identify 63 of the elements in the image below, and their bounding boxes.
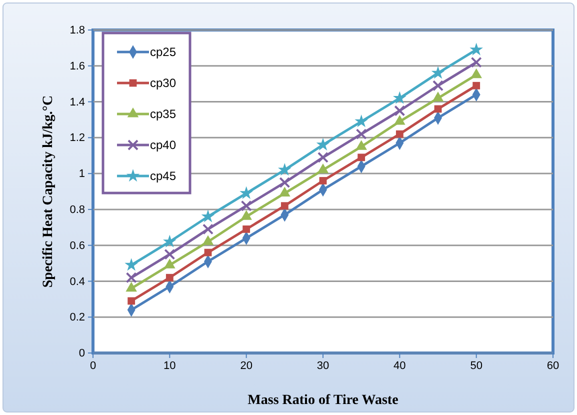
y-tick-label: 0.4	[70, 276, 85, 288]
point	[394, 115, 406, 125]
point	[358, 154, 366, 162]
y-tick-label: 1.4	[70, 96, 85, 108]
point	[164, 248, 176, 260]
point	[356, 128, 367, 140]
point	[202, 224, 214, 235]
x-axis-title: Mass Ratio of Tire Waste	[248, 393, 398, 408]
point	[166, 274, 174, 282]
y-tick-label: 1.2	[70, 132, 85, 144]
point	[432, 92, 444, 102]
point	[316, 138, 330, 151]
point	[164, 258, 176, 268]
legend-label: cp35	[150, 107, 176, 121]
point	[394, 105, 406, 116]
x-tick-label: 20	[240, 360, 252, 372]
legend-label: cp30	[150, 76, 176, 90]
point	[242, 225, 250, 233]
point	[279, 177, 290, 188]
y-tick-label: 1.8	[70, 24, 85, 37]
x-tick-label: 30	[316, 360, 330, 372]
point	[163, 234, 176, 248]
point	[126, 282, 137, 292]
point	[396, 130, 404, 138]
point	[126, 272, 137, 284]
x-tick-label: 0	[90, 360, 96, 372]
legend-label: cp25	[150, 45, 176, 59]
legend-label: cp40	[150, 138, 176, 152]
point	[356, 140, 367, 150]
point	[434, 105, 442, 113]
x-tick-label: 40	[394, 360, 406, 372]
x-tick-label: 60	[546, 360, 560, 372]
point	[393, 91, 406, 104]
point	[278, 162, 292, 176]
y-tick-label: 0.8	[70, 204, 85, 216]
point	[124, 258, 138, 271]
point	[317, 152, 329, 163]
y-tick-label: 0.2	[70, 312, 85, 324]
point	[431, 66, 445, 79]
point	[317, 163, 329, 174]
point	[354, 114, 368, 128]
point	[240, 186, 253, 199]
point	[280, 202, 288, 210]
y-tick-label: 0.6	[70, 240, 85, 252]
legend-label: cp45	[150, 169, 176, 183]
x-tick-label: 50	[470, 360, 482, 372]
point	[128, 297, 136, 305]
point	[432, 80, 444, 92]
point	[240, 200, 252, 212]
y-axis-title: Specific Heat Capacity kJ/kg.°C	[41, 95, 56, 288]
point	[201, 210, 215, 222]
point	[279, 186, 290, 197]
point	[240, 210, 252, 220]
point	[202, 235, 214, 245]
y-tick-label: 0	[78, 348, 85, 360]
point	[470, 68, 482, 78]
y-tick-label: 1.6	[70, 60, 85, 72]
point	[319, 177, 327, 184]
point	[470, 42, 483, 56]
point	[472, 82, 480, 90]
point	[470, 56, 482, 68]
x-tick-label: 10	[164, 360, 176, 372]
y-tick-label: 1	[78, 168, 85, 180]
